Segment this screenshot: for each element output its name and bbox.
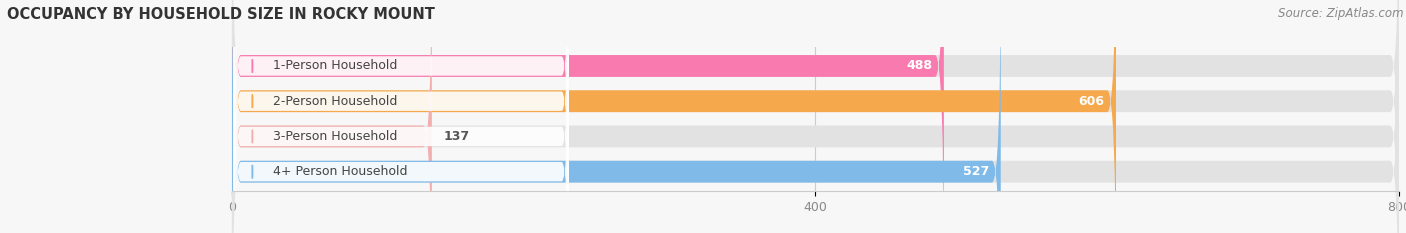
Text: 2-Person Household: 2-Person Household bbox=[273, 95, 398, 108]
Text: 3-Person Household: 3-Person Household bbox=[273, 130, 398, 143]
FancyBboxPatch shape bbox=[232, 0, 1399, 233]
FancyBboxPatch shape bbox=[233, 0, 569, 233]
FancyBboxPatch shape bbox=[233, 0, 569, 233]
Text: OCCUPANCY BY HOUSEHOLD SIZE IN ROCKY MOUNT: OCCUPANCY BY HOUSEHOLD SIZE IN ROCKY MOU… bbox=[7, 7, 434, 22]
Text: 137: 137 bbox=[443, 130, 470, 143]
FancyBboxPatch shape bbox=[233, 5, 569, 233]
FancyBboxPatch shape bbox=[232, 0, 1399, 233]
Text: Source: ZipAtlas.com: Source: ZipAtlas.com bbox=[1278, 7, 1403, 20]
FancyBboxPatch shape bbox=[232, 0, 1116, 233]
Text: 606: 606 bbox=[1078, 95, 1104, 108]
Text: 488: 488 bbox=[907, 59, 932, 72]
Text: 527: 527 bbox=[963, 165, 988, 178]
FancyBboxPatch shape bbox=[232, 0, 1399, 233]
Text: 4+ Person Household: 4+ Person Household bbox=[273, 165, 408, 178]
FancyBboxPatch shape bbox=[232, 0, 943, 233]
FancyBboxPatch shape bbox=[232, 0, 1399, 233]
Text: 1-Person Household: 1-Person Household bbox=[273, 59, 398, 72]
FancyBboxPatch shape bbox=[233, 0, 569, 233]
FancyBboxPatch shape bbox=[232, 0, 1001, 233]
FancyBboxPatch shape bbox=[232, 0, 432, 233]
